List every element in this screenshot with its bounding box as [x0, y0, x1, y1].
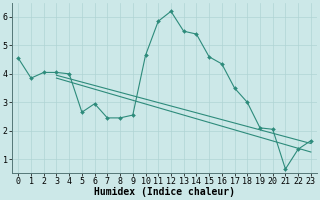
- X-axis label: Humidex (Indice chaleur): Humidex (Indice chaleur): [94, 187, 235, 197]
